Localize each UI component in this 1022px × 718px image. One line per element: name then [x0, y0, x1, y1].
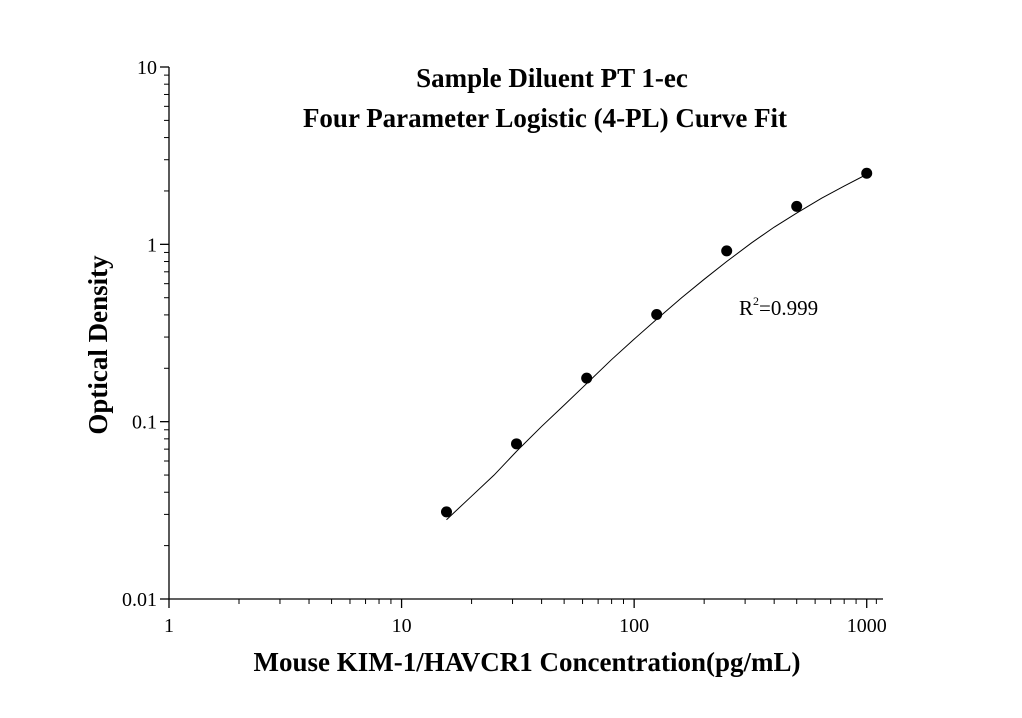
data-point — [581, 372, 593, 384]
x-tick-label: 1 — [164, 615, 174, 637]
y-tick-label: 1 — [147, 234, 157, 256]
r-squared-superscript: 2 — [753, 294, 759, 308]
y-tick-label: 0.01 — [122, 589, 157, 611]
x-tick-label: 100 — [619, 615, 649, 637]
chart-title: Sample Diluent PT 1-ec — [416, 63, 688, 93]
r-squared-value: =0.999 — [759, 296, 818, 320]
x-axis-label: Mouse KIM-1/HAVCR1 Concentration(pg/mL) — [254, 647, 801, 677]
fit-curve — [446, 173, 867, 521]
r-squared-base: R — [739, 296, 753, 320]
data-point — [651, 309, 663, 321]
data-point — [791, 200, 803, 212]
data-point — [511, 438, 523, 450]
data-point — [861, 167, 873, 179]
y-axis: 0.01 0.1 1 10 — [122, 57, 170, 611]
x-tick-label: 1000 — [847, 615, 887, 637]
data-point — [721, 245, 733, 257]
y-tick-label: 0.1 — [132, 412, 157, 434]
x-axis: 1 10 100 1000 — [164, 598, 887, 637]
x-tick-label: 10 — [392, 615, 412, 637]
data-points — [440, 167, 873, 518]
y-tick-label: 10 — [137, 57, 157, 79]
fit-curve-layer — [446, 173, 867, 521]
y-axis-label: Optical Density — [83, 255, 113, 435]
chart-subtitle: Four Parameter Logistic (4-PL) Curve Fit — [303, 103, 787, 133]
data-point — [440, 506, 452, 518]
r-squared-annotation: R2=0.999 — [739, 294, 818, 320]
